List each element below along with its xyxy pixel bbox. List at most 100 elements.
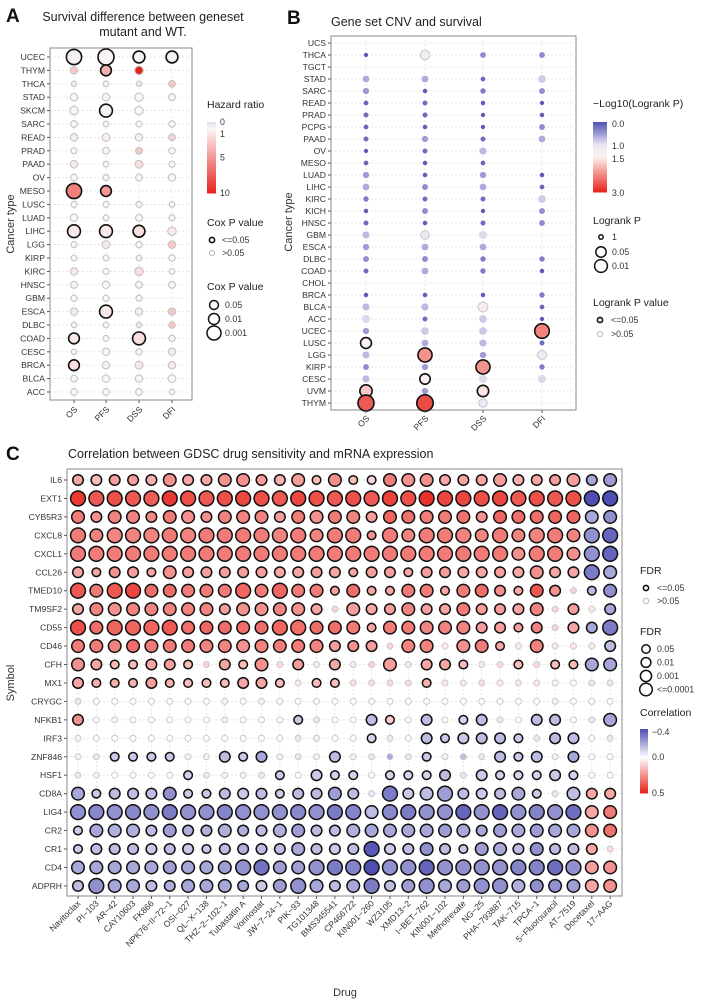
correlation-colorbar-segment bbox=[640, 787, 648, 790]
dot-cr1-8 bbox=[218, 842, 231, 856]
dot-ext1-13 bbox=[308, 490, 325, 507]
dot-lig4-0 bbox=[69, 803, 87, 821]
dot-irf3-8 bbox=[221, 734, 229, 742]
dot-nfkb1-20 bbox=[441, 716, 449, 724]
dot-irf3-24 bbox=[513, 733, 524, 744]
dot-znf846-9 bbox=[238, 751, 249, 762]
dot-esca-dss bbox=[134, 307, 144, 316]
dot-cyb5r3-19 bbox=[419, 509, 434, 524]
dot-nfkb1-16 bbox=[365, 713, 378, 726]
dot-nfkb1-29 bbox=[603, 712, 618, 727]
hazard-ratio-colorbar-segment bbox=[207, 170, 216, 173]
dot-cr2-12 bbox=[291, 823, 306, 838]
dot-crygc-0 bbox=[74, 697, 82, 705]
dot-crygc-18 bbox=[404, 697, 412, 705]
dot-lgg-pfs bbox=[101, 240, 111, 250]
legend-size-circle bbox=[641, 644, 651, 654]
dot-cyb5r3-16 bbox=[365, 510, 378, 523]
dot-nfkb1-21 bbox=[458, 714, 469, 725]
dot-mx1-1 bbox=[91, 677, 102, 689]
dot-kirc-dss bbox=[480, 196, 486, 202]
dot-lusc-dss bbox=[135, 200, 143, 208]
correlation-colorbar-segment bbox=[640, 741, 648, 744]
dot-skcm-os bbox=[69, 105, 79, 116]
dot-cfh-28 bbox=[584, 657, 599, 672]
dot-prad-dss bbox=[480, 112, 486, 118]
x-tick-label: DSS bbox=[469, 413, 489, 433]
dot-meso-os bbox=[65, 182, 83, 200]
dot-mx1-12 bbox=[294, 679, 302, 687]
dot-ext1-19 bbox=[418, 490, 435, 507]
dot-cfh-23 bbox=[496, 661, 504, 668]
dot-tm9sf2-15 bbox=[346, 602, 361, 617]
y-tick-label: TGCT bbox=[303, 62, 327, 72]
dot-irf3-6 bbox=[184, 734, 192, 742]
dot-irf3-2 bbox=[111, 734, 119, 742]
y-tick-label: ESCA bbox=[303, 242, 327, 252]
dot-cyb5r3-2 bbox=[107, 509, 122, 524]
dot-tmed10-24 bbox=[513, 585, 524, 596]
dot-mx1-11 bbox=[274, 677, 285, 689]
hazard-ratio-colorbar-segment bbox=[207, 122, 216, 124]
log10-p-colorbar-segment bbox=[593, 143, 607, 145]
dot-paad-dfi bbox=[538, 135, 546, 143]
dot-skcm-dss bbox=[134, 105, 144, 116]
dot-hsf1-22 bbox=[475, 769, 488, 782]
dot-znf846-10 bbox=[255, 750, 268, 763]
dot-cxcl8-12 bbox=[290, 527, 307, 544]
dot-brca-dfi bbox=[167, 360, 177, 370]
dot-acc-dss bbox=[135, 388, 143, 396]
y-tick-label: UVM bbox=[307, 386, 326, 396]
dot-lig4-3 bbox=[124, 803, 142, 821]
dot-cr1-27 bbox=[567, 842, 580, 856]
hazard-ratio-colorbar-segment bbox=[207, 124, 216, 127]
dot-znf846-23 bbox=[494, 750, 507, 763]
log10-p-colorbar-segment bbox=[593, 186, 607, 189]
log10-p-colorbar-segment bbox=[593, 171, 607, 173]
dot-lig4-18 bbox=[400, 803, 417, 821]
dot-cr1-14 bbox=[328, 842, 341, 856]
dot-crygc-21 bbox=[459, 697, 467, 705]
dot-tm9sf2-10 bbox=[254, 602, 269, 617]
y-tick-label: PAAD bbox=[22, 159, 45, 169]
dot-cyb5r3-24 bbox=[511, 509, 526, 524]
hazard-ratio-colorbar-segment bbox=[207, 137, 216, 140]
dot-crygc-13 bbox=[313, 697, 321, 705]
dot-ov-dss bbox=[479, 147, 487, 155]
dot-luad-os bbox=[69, 213, 79, 223]
correlation-colorbar-segment bbox=[640, 734, 648, 736]
dot-thca-os bbox=[70, 80, 78, 88]
dot-pcpg-pfs bbox=[422, 124, 428, 130]
dot-hnsc-os bbox=[70, 280, 78, 289]
dot-cd46-0 bbox=[70, 639, 86, 654]
dot-thym-os bbox=[69, 66, 79, 75]
dot-cd55-11 bbox=[271, 619, 289, 636]
log10-p-colorbar-segment bbox=[593, 172, 607, 175]
dot-znf846-11 bbox=[276, 753, 284, 761]
dot-cxcl8-16 bbox=[366, 530, 377, 541]
correlation-colorbar-segment bbox=[640, 766, 648, 768]
dot-nfkb1-8 bbox=[221, 716, 229, 724]
dot-mx1-17 bbox=[386, 679, 394, 687]
dot-lihc-pfs bbox=[422, 184, 428, 190]
dot-mx1-27 bbox=[569, 679, 577, 687]
legend-item-label: >0.05 bbox=[611, 329, 633, 339]
dot-crygc-14 bbox=[331, 697, 339, 705]
dot-cd8a-1 bbox=[91, 788, 102, 799]
dot-lig4-21 bbox=[455, 803, 472, 821]
dot-cyb5r3-23 bbox=[493, 509, 508, 524]
dot-ov-dfi bbox=[167, 173, 177, 182]
dot-cfh-7 bbox=[202, 661, 210, 668]
dot-lihc-dss bbox=[132, 224, 146, 238]
dot-cr1-28 bbox=[585, 842, 598, 856]
correlation-colorbar-segment bbox=[640, 778, 648, 781]
dot-cd46-12 bbox=[291, 639, 306, 654]
dot-cxcl8-18 bbox=[401, 528, 416, 543]
legend-item-label: 0.001 bbox=[225, 328, 247, 338]
hazard-ratio-colorbar-segment bbox=[207, 166, 216, 168]
dot-mx1-29 bbox=[606, 679, 614, 687]
log10-p-colorbar-segment bbox=[593, 180, 607, 183]
dot-il6-2 bbox=[108, 473, 121, 487]
dot-tmed10-23 bbox=[494, 584, 507, 597]
dot-adprh-8 bbox=[217, 878, 232, 893]
